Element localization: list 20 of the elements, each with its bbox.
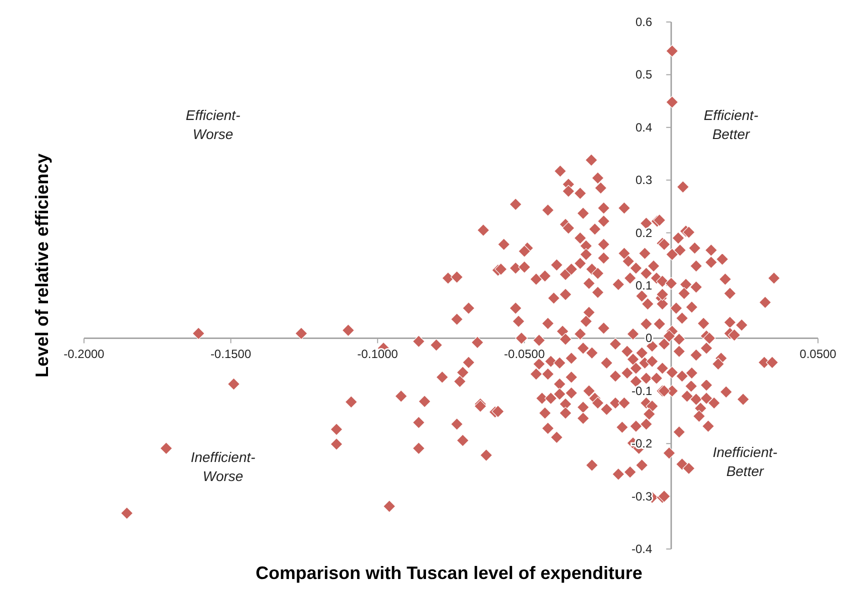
annotation: Efficient-Worse [186,107,241,142]
x-tick-label: -0.1500 [210,347,252,362]
x-tick-label: -0.0500 [504,347,546,362]
y-tick-label: 0.2 [636,226,653,240]
y-tick-label: -0.4 [632,542,653,556]
annotation: Efficient-Better [704,107,759,142]
y-tick-label: 0.5 [636,68,653,82]
x-axis-title: Comparison with Tuscan level of expenditure [256,563,642,583]
x-tick-label: -0.2000 [64,347,105,362]
y-axis-title: Level of relative efficiency [32,153,52,378]
y-tick-label: 0.6 [636,15,653,29]
y-tick-label: 0.4 [636,120,653,134]
y-tick-label: 0.1 [636,278,653,292]
y-tick-label: 0.3 [636,173,653,188]
y-tick-label: -0.1 [632,384,653,398]
annotation: Inefficient-Worse [190,449,256,484]
y-tick-label: 0 [646,331,653,346]
x-tick-label: -0.1000 [357,347,398,362]
annotation: Inefficient-Better [712,444,778,479]
x-tick-label: 0.0500 [800,347,837,362]
